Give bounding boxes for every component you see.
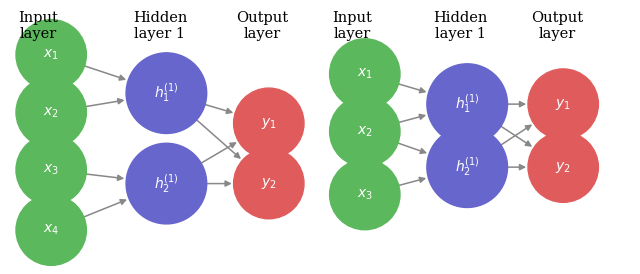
Ellipse shape xyxy=(16,20,86,90)
Ellipse shape xyxy=(16,77,86,147)
Text: $x_1$: $x_1$ xyxy=(44,48,59,62)
Text: $x_3$: $x_3$ xyxy=(357,187,372,202)
Ellipse shape xyxy=(330,96,400,167)
Text: $x_4$: $x_4$ xyxy=(43,223,60,237)
Text: Input
layer: Input layer xyxy=(332,11,372,41)
Ellipse shape xyxy=(16,135,86,205)
Text: $h_1^{(1)}$: $h_1^{(1)}$ xyxy=(154,82,179,104)
Ellipse shape xyxy=(16,195,86,265)
Text: Input
layer: Input layer xyxy=(19,11,58,41)
Text: $x_2$: $x_2$ xyxy=(44,105,59,119)
Ellipse shape xyxy=(330,159,400,230)
Ellipse shape xyxy=(330,39,400,109)
Text: $y_2$: $y_2$ xyxy=(261,176,276,191)
Text: $y_1$: $y_1$ xyxy=(261,116,276,131)
Text: $h_2^{(1)}$: $h_2^{(1)}$ xyxy=(455,156,479,178)
Text: Output
layer: Output layer xyxy=(531,11,583,41)
Text: $y_1$: $y_1$ xyxy=(556,97,571,112)
Ellipse shape xyxy=(528,69,598,139)
Ellipse shape xyxy=(126,53,207,133)
Text: Hidden
layer 1: Hidden layer 1 xyxy=(434,11,488,41)
Ellipse shape xyxy=(126,143,207,224)
Text: $x_3$: $x_3$ xyxy=(44,163,59,177)
Ellipse shape xyxy=(528,132,598,202)
Text: Output
layer: Output layer xyxy=(236,11,289,41)
Text: $h_1^{(1)}$: $h_1^{(1)}$ xyxy=(455,93,479,115)
Text: $x_2$: $x_2$ xyxy=(357,124,372,139)
Ellipse shape xyxy=(234,88,304,158)
Text: Hidden
layer 1: Hidden layer 1 xyxy=(133,11,187,41)
Text: $h_2^{(1)}$: $h_2^{(1)}$ xyxy=(154,172,179,195)
Text: $x_1$: $x_1$ xyxy=(357,67,372,81)
Ellipse shape xyxy=(234,149,304,219)
Text: $y_2$: $y_2$ xyxy=(556,160,571,175)
Ellipse shape xyxy=(427,127,508,207)
Ellipse shape xyxy=(427,64,508,144)
